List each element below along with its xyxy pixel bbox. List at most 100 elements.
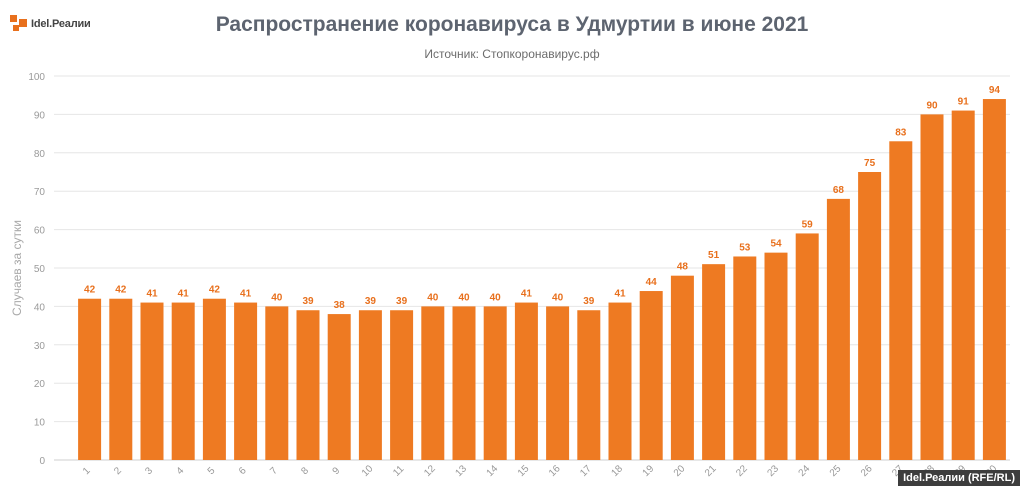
data-label: 41 [614, 289, 626, 300]
data-label: 40 [271, 292, 283, 303]
bar [202, 298, 226, 460]
x-tick-label: 8 [299, 465, 311, 477]
bar [826, 198, 850, 460]
bar [920, 114, 944, 461]
x-tick-label: 2 [112, 465, 124, 477]
bar [109, 298, 133, 460]
data-label: 39 [396, 296, 408, 307]
data-label: 41 [178, 289, 190, 300]
data-label: 40 [458, 292, 470, 303]
bar [702, 264, 726, 460]
data-label: 48 [677, 262, 689, 273]
data-label: 42 [115, 285, 127, 296]
bar [858, 172, 882, 460]
data-label: 91 [958, 97, 970, 108]
bar [358, 310, 382, 460]
data-label: 51 [708, 250, 720, 261]
bar [951, 110, 975, 460]
y-tick-label: 30 [34, 341, 46, 352]
data-label: 42 [209, 285, 221, 296]
bar [670, 275, 694, 460]
bar [483, 306, 507, 460]
data-label: 83 [895, 127, 907, 138]
data-label: 42 [84, 285, 96, 296]
data-label: 39 [583, 296, 595, 307]
x-tick-label: 12 [422, 463, 438, 479]
y-tick-label: 40 [34, 302, 46, 313]
logo-text: Idel.Реалии [31, 18, 91, 30]
x-tick-label: 18 [609, 463, 625, 479]
bar [296, 310, 320, 460]
bar [265, 306, 289, 460]
data-label: 94 [989, 85, 1001, 96]
data-label: 68 [833, 185, 845, 196]
bar [982, 99, 1006, 460]
bar [546, 306, 570, 460]
bar [140, 302, 164, 460]
bar [733, 256, 757, 460]
data-label: 54 [770, 239, 782, 250]
y-tick-label: 100 [28, 72, 45, 83]
chart-title: Распространение коронавируса в Удмуртии … [215, 13, 809, 36]
x-tick-label: 9 [331, 465, 343, 477]
data-label: 90 [926, 100, 938, 111]
y-tick-label: 10 [34, 418, 46, 429]
x-tick-label: 25 [828, 463, 844, 479]
x-tick-label: 13 [453, 463, 469, 479]
data-label: 41 [240, 289, 252, 300]
y-tick-label: 90 [34, 110, 46, 121]
x-tick-label: 7 [268, 465, 280, 477]
x-tick-label: 3 [143, 465, 155, 477]
data-label: 40 [490, 292, 502, 303]
data-label: 39 [302, 296, 314, 307]
x-tick-label: 14 [485, 463, 501, 479]
data-label: 40 [552, 292, 564, 303]
y-tick-label: 0 [39, 456, 45, 467]
bar [421, 306, 445, 460]
bar [234, 302, 258, 460]
x-tick-label: 22 [734, 463, 750, 479]
bar [78, 298, 102, 460]
data-label: 41 [521, 289, 533, 300]
data-label: 39 [365, 296, 377, 307]
bar [171, 302, 195, 460]
bar [390, 310, 414, 460]
x-tick-label: 10 [360, 463, 376, 479]
bar [795, 233, 819, 460]
y-tick-label: 50 [34, 264, 46, 275]
bar [764, 252, 788, 460]
bar [514, 302, 538, 460]
x-tick-label: 24 [797, 463, 813, 479]
y-tick-label: 20 [34, 379, 46, 390]
data-label: 44 [646, 277, 658, 288]
y-tick-label: 60 [34, 226, 46, 237]
x-tick-label: 20 [672, 463, 688, 479]
x-tick-label: 11 [391, 463, 406, 478]
x-tick-label: 6 [237, 465, 249, 477]
data-label: 59 [802, 219, 814, 230]
x-tick-label: 17 [578, 463, 594, 479]
idel-realii-logo-icon [10, 15, 27, 31]
bar [889, 141, 913, 460]
x-tick-label: 26 [859, 463, 875, 479]
x-tick-label: 21 [703, 463, 719, 479]
y-axis-title: Случаев за сутки [10, 220, 24, 316]
data-label: 53 [739, 242, 751, 253]
x-tick-label: 1 [81, 465, 93, 477]
bar [452, 306, 476, 460]
data-label: 38 [334, 300, 346, 311]
x-tick-label: 15 [516, 463, 532, 479]
bar [608, 302, 632, 460]
x-tick-label: 19 [641, 463, 657, 479]
data-label: 40 [427, 292, 439, 303]
credit-badge: Idel.Реалии (RFE/RL) [898, 470, 1020, 486]
logo[interactable]: Idel.Реалии [10, 15, 91, 33]
y-tick-label: 80 [34, 149, 46, 160]
x-tick-label: 23 [765, 463, 781, 479]
y-tick-label: 70 [34, 187, 46, 198]
bar [639, 291, 663, 460]
data-label: 41 [146, 289, 158, 300]
bar [577, 310, 601, 460]
x-tick-label: 5 [206, 465, 218, 477]
